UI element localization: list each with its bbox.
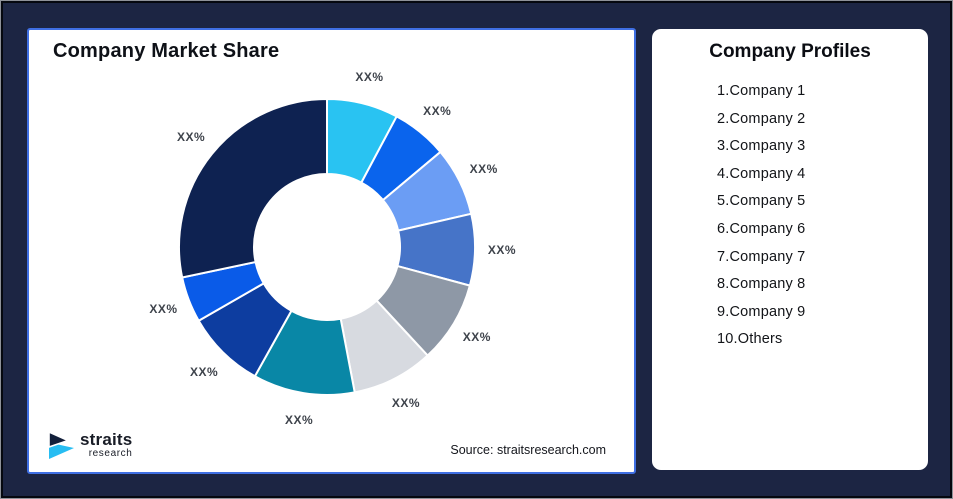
profile-item: 4.Company 4 (717, 165, 806, 182)
logo-name: straits (80, 430, 133, 449)
profiles-title: Company Profiles (709, 41, 871, 62)
donut-segment-others (178, 97, 328, 279)
profiles-list: 1.Company 1 2.Company 2 3.Company 3 4.Compa… (717, 78, 805, 354)
profile-item: 10.Others (717, 331, 783, 348)
market-share-card: Company Market Share XX% XX% XX% XX% XX% XX% X… (27, 28, 636, 474)
brand-logo: straits research (48, 431, 132, 459)
logo-wordmark: straits research (80, 431, 132, 459)
profile-item: 6.Company 6 (717, 220, 806, 237)
profile-item: 7.Company 7 (717, 248, 806, 265)
profile-item: 9.Company 9 (717, 303, 806, 320)
profile-item: 1.Company 1 (717, 83, 806, 99)
source-note: Source: straitsresearch.com (450, 443, 606, 457)
straits-logo-icon (48, 431, 74, 459)
logo-cyan-shape (49, 442, 74, 459)
donut-chart (178, 97, 476, 396)
profile-item: 3.Company 3 (717, 138, 806, 155)
profile-item: 5.Company 5 (717, 193, 806, 210)
company-profiles-card: Company Profiles 1.Company 1 2.Company 2 3… (652, 29, 928, 470)
logo-navy-shape (48, 431, 71, 448)
logo-subtitle: research (88, 448, 133, 459)
profile-item: 8.Company 8 (717, 276, 806, 293)
chart-title: Company Market Share (53, 40, 280, 62)
profile-item: 2.Company 2 (717, 110, 806, 127)
